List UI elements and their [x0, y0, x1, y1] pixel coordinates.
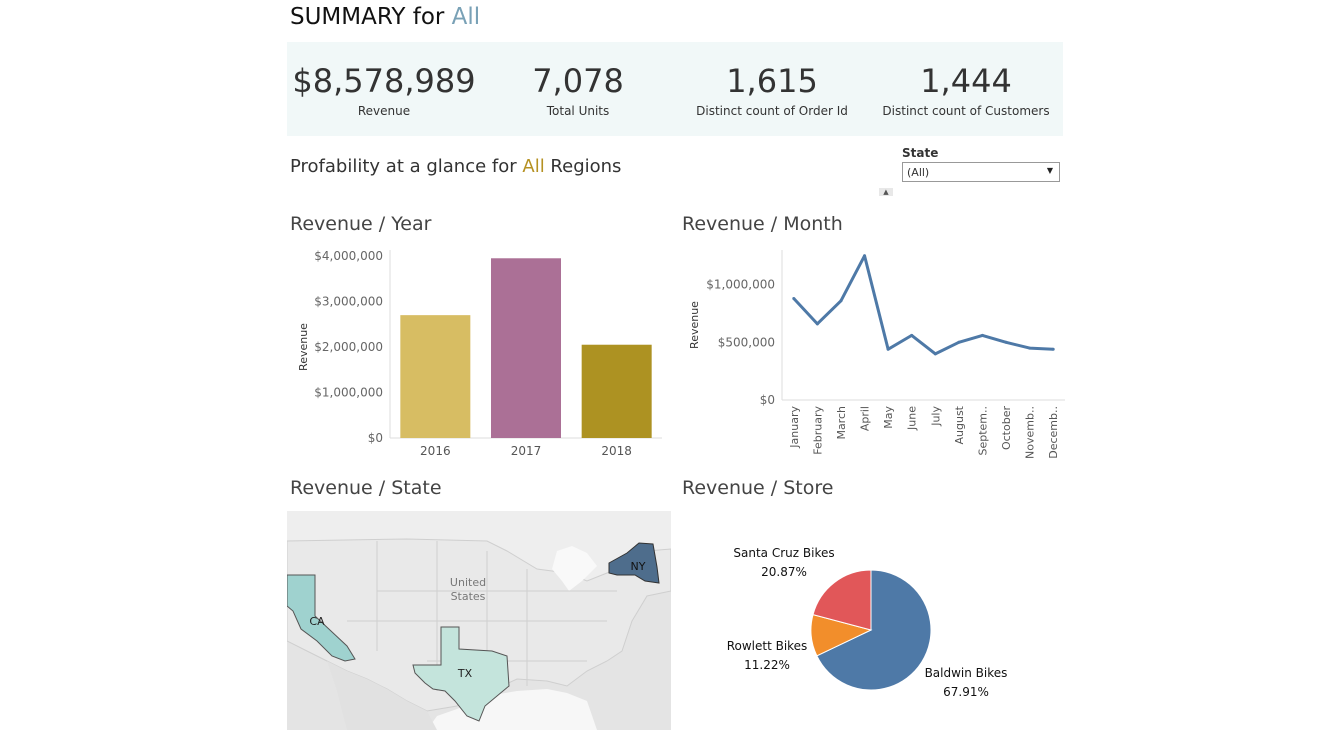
subtitle-prefix: Profability at a glance for	[290, 156, 523, 177]
line-series-revenue[interactable]	[792, 254, 1054, 356]
map-land-mexico	[327, 661, 437, 730]
collapse-handle-icon[interactable]: ▲	[879, 188, 893, 196]
pie-label-name: Baldwin Bikes	[925, 666, 1008, 680]
map-state-ny[interactable]	[608, 542, 660, 584]
state-filter-label: State	[902, 146, 939, 160]
title-prefix: SUMMARY for	[290, 4, 452, 30]
map-great-lakes	[552, 546, 597, 591]
line-point-9[interactable]	[1004, 340, 1008, 344]
line-point-7[interactable]	[957, 340, 961, 344]
line-y-tick-label: $500,000	[718, 335, 775, 349]
line-x-tick-label: March	[835, 406, 848, 440]
kpi-label: Distinct count of Order Id	[696, 104, 848, 118]
line-point-4[interactable]	[886, 347, 890, 351]
pie-label-pct: 67.91%	[943, 685, 989, 699]
pie-label-name: Rowlett Bikes	[727, 639, 808, 653]
bar-y-tick-label: $2,000,000	[314, 340, 383, 354]
bar-y-axis-title: Revenue	[297, 323, 310, 371]
chevron-down-icon: ▼	[1046, 166, 1053, 175]
bar-x-tick-label: 2016	[420, 444, 451, 458]
line-point-3[interactable]	[863, 254, 867, 258]
bar-2018[interactable]	[581, 344, 652, 438]
pie-slice-baldwin-bikes[interactable]	[816, 569, 932, 691]
kpi-value: 1,444	[920, 62, 1012, 100]
map-gulf	[427, 689, 597, 730]
revenue-store-pie: Baldwin Bikes 67.91% Rowlett Bikes 11.22% Sa…	[727, 546, 1008, 699]
map-state-ca[interactable]	[287, 574, 356, 662]
map-label-ca: CA	[309, 615, 325, 628]
state-select-value: (All)	[907, 166, 930, 179]
map-label-country-line1: United	[450, 576, 486, 589]
line-x-tick-label: April	[859, 406, 872, 431]
revenue-state-map: CA TX NY United States	[287, 511, 671, 730]
line-x-tick-label: January	[788, 406, 801, 449]
line-x-tick-label: Novemb..	[1024, 406, 1037, 459]
line-x-tick-label: July	[929, 406, 942, 427]
kpi-value: 7,078	[532, 62, 624, 100]
map-label-country-line2: States	[451, 590, 486, 603]
bar-y-tick-label: $3,000,000	[314, 295, 383, 309]
line-point-5[interactable]	[910, 333, 914, 337]
kpi-label: Total Units	[546, 104, 610, 118]
kpi-label: Revenue	[357, 104, 411, 118]
section-title-store: Revenue / Store	[682, 477, 834, 499]
bar-y-tick-label: $1,000,000	[314, 386, 383, 400]
line-x-tick-label: Decemb..	[1047, 406, 1060, 459]
kpi-label: Distinct count of Customers	[882, 104, 1050, 118]
section-title-year: Revenue / Year	[290, 213, 432, 235]
pie-label-pct: 20.87%	[761, 565, 807, 579]
line-point-2[interactable]	[839, 299, 843, 303]
line-y-axis-title: Revenue	[688, 301, 701, 349]
line-x-tick-label: August	[953, 405, 966, 444]
line-point-1[interactable]	[815, 322, 819, 326]
kpi-value: 1,615	[726, 62, 818, 100]
revenue-month-chart: $0 $500,000 $1,000,000 Revenue January Februa…	[688, 250, 1065, 459]
subtitle-accent: All	[522, 156, 545, 177]
pie-label-pct: 11.22%	[744, 658, 790, 672]
bar-2017[interactable]	[491, 258, 561, 438]
kpi-total-units: 7,078 Total Units	[481, 42, 675, 118]
line-x-tick-label: October	[1000, 406, 1013, 450]
line-point-6[interactable]	[933, 352, 937, 356]
kpi-order-count: 1,615 Distinct count of Order Id	[675, 42, 869, 118]
line-point-11[interactable]	[1051, 347, 1055, 351]
bar-2016[interactable]	[400, 315, 471, 438]
section-title-month: Revenue / Month	[682, 213, 843, 235]
line-point-10[interactable]	[1028, 346, 1032, 350]
state-filter: State (All) ▼	[902, 146, 1062, 182]
kpi-revenue: $8,578,989 Revenue	[287, 42, 481, 118]
bar-y-tick-label: $4,000,000	[314, 249, 383, 263]
kpi-customer-count: 1,444 Distinct count of Customers	[869, 42, 1063, 118]
section-title-state: Revenue / State	[290, 477, 442, 499]
line-x-tick-label: May	[882, 406, 895, 429]
line-point-8[interactable]	[980, 333, 984, 337]
subtitle-suffix: Regions	[544, 156, 622, 177]
kpi-band: $8,578,989 Revenue 7,078 Total Units 1,6…	[287, 42, 1063, 136]
line-x-tick-label: Septem..	[976, 406, 989, 456]
pie-slice-santa-cruz-bikes[interactable]	[812, 569, 872, 631]
profitability-subtitle: Profability at a glance for All Regions	[290, 156, 621, 177]
line-y-tick-label: $0	[760, 393, 775, 407]
map-state-tx[interactable]	[412, 626, 510, 722]
map-label-tx: TX	[457, 667, 473, 680]
state-select[interactable]: (All) ▼	[902, 162, 1060, 182]
page-title: SUMMARY for All	[290, 4, 480, 30]
title-accent: All	[451, 4, 481, 30]
bar-x-tick-label: 2017	[511, 444, 542, 458]
line-point-0[interactable]	[792, 296, 796, 300]
bar-x-tick-label: 2018	[601, 444, 632, 458]
line-x-tick-label: February	[811, 406, 824, 455]
pie-label-name: Santa Cruz Bikes	[733, 546, 834, 560]
bar-y-tick-label: $0	[368, 431, 383, 445]
kpi-value: $8,578,989	[292, 62, 476, 100]
line-x-tick-label: June	[906, 406, 919, 431]
line-y-tick-label: $1,000,000	[706, 278, 775, 292]
map-label-ny: NY	[631, 560, 646, 573]
revenue-year-chart: $0 $1,000,000 $2,000,000 $3,000,000 $4,000,0…	[297, 249, 662, 458]
